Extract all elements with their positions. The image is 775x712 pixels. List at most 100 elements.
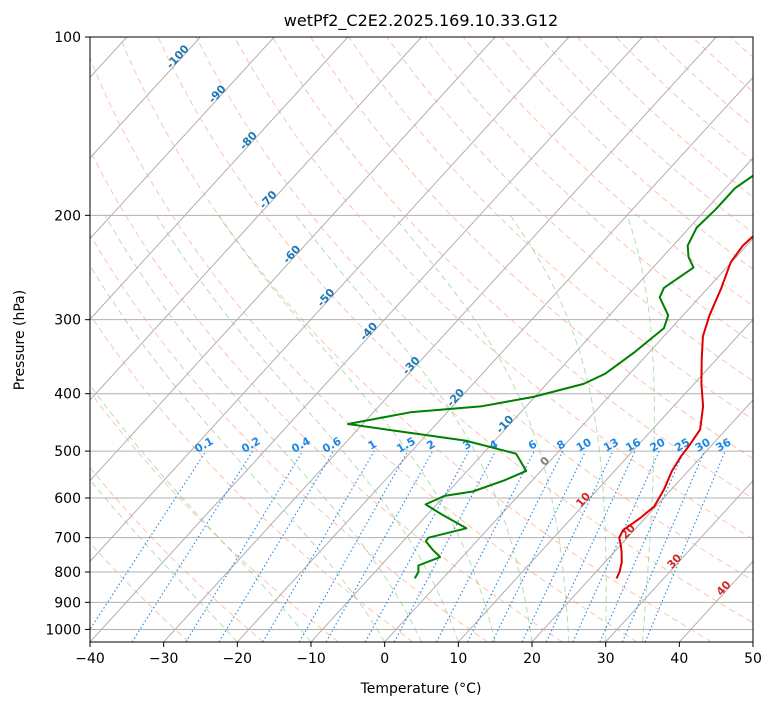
mixing-ratio-line [600, 451, 684, 642]
mixing-ratio-label: 0.6 [320, 434, 344, 455]
mixing-ratio-label: 2 [424, 438, 437, 453]
y-tick-label: 300 [54, 313, 81, 329]
dry-adiabat [158, 37, 775, 642]
dry-adiabat [0, 37, 338, 642]
y-tick-label: 1000 [45, 622, 81, 638]
x-tick-label: 40 [670, 651, 688, 667]
x-tick-label: 30 [597, 651, 615, 667]
isotherm-label: -50 [314, 286, 337, 310]
isotherm-label: -60 [280, 242, 303, 266]
profile-series [348, 37, 775, 578]
dry-adiabat [540, 37, 775, 642]
dry-adiabat [0, 37, 189, 642]
mixing-ratio-label: 1.5 [394, 435, 417, 456]
isotherm-label-warm: 20 [618, 521, 638, 541]
isotherm-line [0, 37, 422, 642]
isotherm-line [532, 37, 775, 642]
isotherm-line [458, 37, 775, 642]
plot-frame [90, 37, 753, 642]
x-tick-label: −30 [149, 651, 179, 667]
mixing-ratio-label: 30 [693, 435, 713, 454]
chart-title: wetPf2_C2E2.2025.169.10.33.G12 [284, 11, 558, 31]
x-tick-label: 50 [744, 651, 762, 667]
dry-adiabat [616, 37, 775, 642]
dry-adiabat [463, 37, 775, 642]
isotherm-line [0, 37, 201, 642]
mixing-ratio-line [365, 451, 469, 642]
x-tick-label: −20 [223, 651, 253, 667]
y-tick-label: 900 [54, 595, 81, 611]
isotherm-label: -10 [493, 412, 516, 436]
moist-adiabat [156, 215, 458, 642]
y-tick-label: 400 [54, 387, 81, 403]
mixing-ratio-label: 20 [648, 435, 668, 454]
isotherm-label-warm: 30 [664, 551, 684, 571]
isotherm-line [0, 37, 495, 642]
mixing-ratio-label: 0.4 [289, 434, 313, 455]
mixing-ratio-line [468, 451, 563, 642]
mixing-ratio-label: 13 [601, 436, 621, 455]
isotherm-label-warm: 10 [573, 490, 593, 510]
mixing-ratio-line [573, 451, 659, 642]
moist-adiabat [393, 215, 569, 642]
isotherm-label: -30 [400, 354, 423, 378]
dry-adiabat [273, 37, 775, 642]
isotherm-line [16, 37, 569, 642]
moist-adiabat [0, 215, 311, 642]
x-tick-label: 10 [449, 651, 467, 667]
mixing-ratio-line [394, 451, 495, 642]
mixing-ratio-label: 1 [366, 438, 379, 453]
isotherm-label: -90 [206, 82, 229, 106]
mixing-ratio-line [522, 451, 613, 642]
dry-adiabat [654, 37, 775, 642]
isotherm-line [753, 37, 775, 642]
mixing-ratio-label: 8 [555, 438, 568, 453]
x-tick-label: −10 [296, 651, 326, 667]
isotherm-label: -40 [357, 320, 380, 344]
y-tick-label: 100 [54, 30, 81, 46]
y-tick-label: 200 [54, 208, 81, 224]
y-tick-label: 600 [54, 491, 81, 507]
dry-adiabat [0, 37, 264, 642]
y-tick-label: 700 [54, 531, 81, 547]
mixing-ratio-line [263, 451, 374, 642]
isotherm-label-warm: 40 [714, 578, 734, 598]
x-tick-label: −40 [75, 651, 105, 667]
mixing-ratio-line [645, 451, 725, 642]
isotherm-label: -100 [164, 42, 192, 71]
mixing-ratio-line [622, 451, 704, 642]
moist-adiabat [510, 215, 606, 642]
mixing-ratio-label: 36 [714, 435, 734, 454]
mixing-ratio-line [219, 451, 334, 642]
dry-adiabat [425, 37, 775, 642]
isotherm-line [385, 37, 775, 642]
x-tick-label: 0 [380, 651, 389, 667]
mixing-ratio-label: 4 [487, 437, 500, 452]
grid-lines [0, 37, 775, 642]
mixing-ratio-label: 0.1 [192, 435, 215, 456]
mixing-ratio-label: 10 [574, 435, 594, 454]
x-axis-label: Temperature (°C) [360, 681, 482, 697]
moist-adiabat [0, 215, 237, 642]
y-tick-label: 800 [54, 565, 81, 581]
isotherm-label: -70 [257, 188, 280, 212]
moist-adiabat [218, 215, 495, 642]
background-lines [0, 37, 775, 642]
mixing-ratio-line [132, 451, 253, 642]
isotherm-label-warm: 0 [538, 454, 553, 469]
mixing-ratio-label: 0.2 [239, 435, 262, 456]
isotherm-label: -80 [237, 129, 260, 153]
mixing-ratio-line [299, 451, 408, 642]
y-axis-label: Pressure (hPa) [12, 290, 28, 390]
dry-adiabat [44, 37, 563, 642]
isotherm-line [0, 37, 348, 642]
isotherm-line [606, 37, 775, 642]
temperature-profile-line [617, 37, 775, 578]
dry-adiabat [387, 37, 775, 642]
moist-adiabat [627, 215, 654, 642]
dewpoint-profile-line [348, 37, 775, 578]
